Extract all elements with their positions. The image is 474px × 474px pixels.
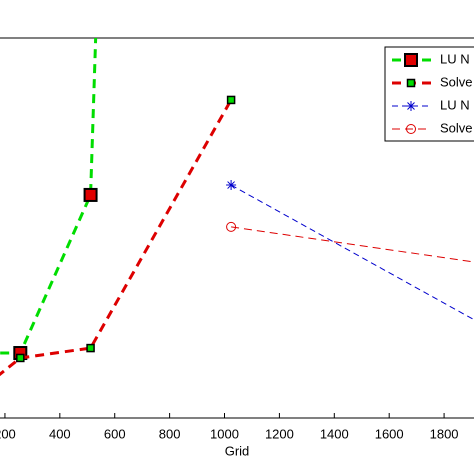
legend-label: Solve xyxy=(440,74,473,89)
x-tick-label: 1600 xyxy=(375,426,404,441)
marker xyxy=(226,180,237,191)
legend-label: Solve xyxy=(440,120,473,135)
series-line xyxy=(231,226,474,263)
legend-marker xyxy=(406,78,416,88)
marker xyxy=(226,95,236,105)
legend-marker xyxy=(404,53,418,67)
x-tick-label: 1200 xyxy=(265,426,294,441)
marker xyxy=(226,221,237,232)
series-line xyxy=(0,99,233,377)
x-tick-label: 600 xyxy=(104,426,126,441)
x-tick-label: 1400 xyxy=(320,426,349,441)
x-tick-label: 1000 xyxy=(210,426,239,441)
marker xyxy=(83,187,98,202)
legend-marker xyxy=(406,124,416,134)
series-line xyxy=(230,184,474,321)
legend-box xyxy=(384,46,474,142)
x-tick-label: 200 xyxy=(0,426,16,441)
x-tick-label: 800 xyxy=(159,426,181,441)
x-axis-label: Grid xyxy=(225,443,250,458)
x-tick-label: 1800 xyxy=(430,426,459,441)
series-line xyxy=(0,38,98,355)
x-tick-label: 400 xyxy=(49,426,71,441)
plot-area xyxy=(0,38,474,377)
legend-label: LU N xyxy=(440,51,470,66)
legend-label: LU N xyxy=(440,97,470,112)
legend-marker xyxy=(406,101,416,111)
marker xyxy=(86,343,95,353)
marker xyxy=(16,353,25,363)
